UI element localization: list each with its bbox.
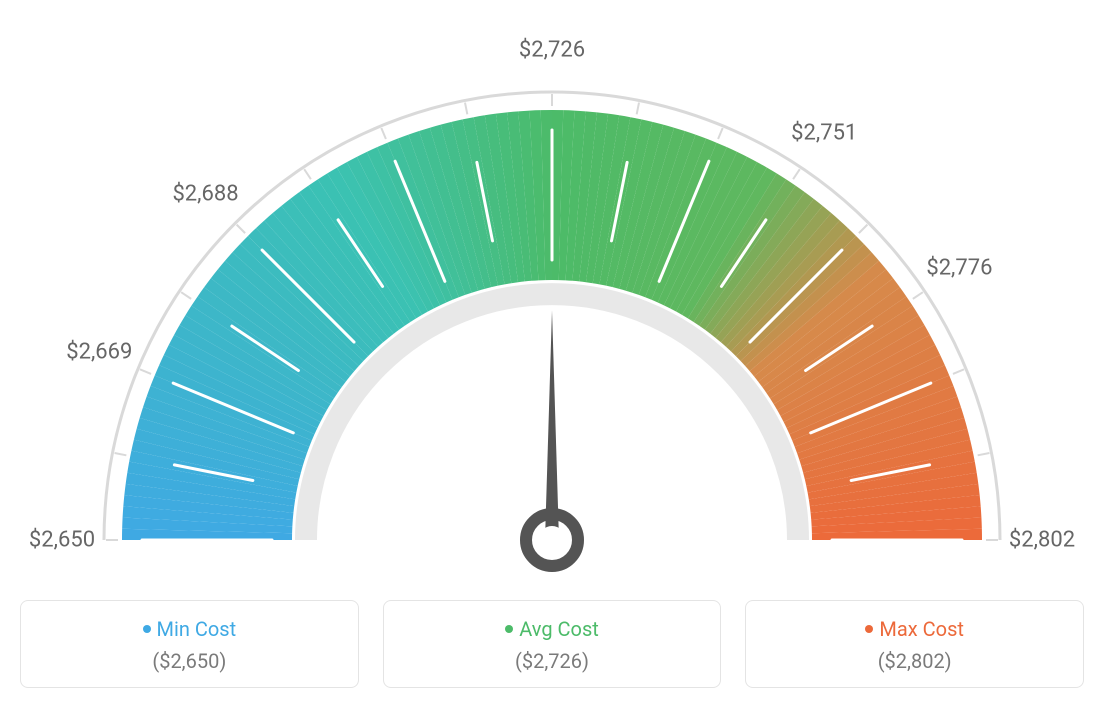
legend-max-title: Max Cost bbox=[764, 617, 1065, 641]
dot-icon bbox=[505, 625, 513, 633]
legend-avg-label: Avg Cost bbox=[519, 617, 599, 641]
gauge-tick-label: $2,776 bbox=[926, 255, 992, 280]
legend-max-value: ($2,802) bbox=[764, 649, 1065, 673]
legend-card-max: Max Cost ($2,802) bbox=[745, 600, 1084, 688]
legend-min-title: Min Cost bbox=[39, 617, 340, 641]
legend-row: Min Cost ($2,650) Avg Cost ($2,726) Max … bbox=[20, 600, 1084, 688]
legend-card-min: Min Cost ($2,650) bbox=[20, 600, 359, 688]
gauge-tick-label: $2,802 bbox=[1009, 528, 1075, 553]
gauge-tick-label: $2,688 bbox=[172, 181, 238, 206]
legend-max-label: Max Cost bbox=[879, 617, 964, 641]
legend-min-value: ($2,650) bbox=[39, 649, 340, 673]
gauge-svg bbox=[20, 20, 1084, 580]
gauge-tick-label: $2,726 bbox=[519, 38, 585, 63]
dot-icon bbox=[865, 625, 873, 633]
gauge-tick-label: $2,669 bbox=[66, 340, 132, 365]
gauge-tick-label: $2,751 bbox=[791, 120, 857, 145]
legend-min-label: Min Cost bbox=[157, 617, 237, 641]
legend-avg-value: ($2,726) bbox=[402, 649, 703, 673]
gauge-chart-container: $2,650 $2,669 $2,688 $2,726 $2,751 $2,776 $2,8… bbox=[20, 20, 1084, 688]
gauge-area: $2,650 $2,669 $2,688 $2,726 $2,751 $2,776 $2,8… bbox=[20, 20, 1084, 580]
legend-avg-title: Avg Cost bbox=[402, 617, 703, 641]
gauge-tick-label: $2,650 bbox=[29, 528, 95, 553]
legend-card-avg: Avg Cost ($2,726) bbox=[383, 600, 722, 688]
dot-icon bbox=[143, 625, 151, 633]
